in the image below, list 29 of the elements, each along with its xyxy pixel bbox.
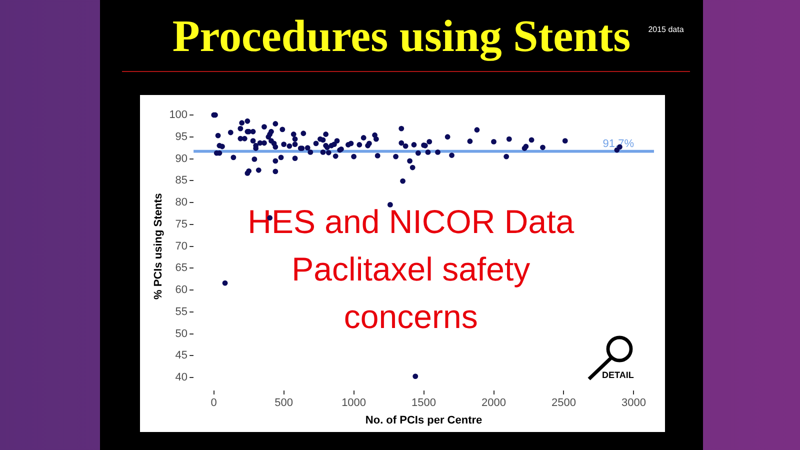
annotation: Paclitaxel safety <box>292 250 531 288</box>
x-tick-label: 1500 <box>412 397 436 410</box>
annotation: concerns <box>344 298 478 335</box>
y-tick-label: 50 <box>175 328 188 340</box>
annotation: HES and NICOR Data <box>248 203 575 240</box>
text: 2015 data <box>647 25 685 35</box>
y-tick-label: 85 <box>175 174 188 187</box>
chart-title: Procedures using Stents <box>172 11 631 61</box>
y-tick-label: 60 <box>175 284 188 296</box>
ref-line-label: 91.7% <box>602 138 634 150</box>
y-tick-label: 65 <box>175 262 188 274</box>
annotation: DETAIL <box>602 370 634 380</box>
y-axis-title: % PCIs using Stents <box>152 193 165 300</box>
x-tick-label: 0 <box>210 397 217 410</box>
x-tick-label: 1000 <box>342 397 366 410</box>
y-tick-label: 90 <box>175 152 188 165</box>
y-tick-label: 55 <box>175 306 188 318</box>
x-tick-label: 500 <box>274 397 294 410</box>
x-tick-label: 2500 <box>551 397 576 410</box>
x-axis-title: No. of PCIs per Centre <box>365 414 482 426</box>
x-tick-label: 2000 <box>482 397 506 410</box>
x-tick-label: 3000 <box>621 397 646 410</box>
y-tick-label: 100 <box>169 109 188 122</box>
y-tick-label: 80 <box>175 196 188 209</box>
y-tick-label: 45 <box>175 350 188 362</box>
y-tick-label: 75 <box>175 218 188 230</box>
y-tick-label: 40 <box>175 372 188 384</box>
y-tick-label: 95 <box>175 130 188 143</box>
y-tick-label: 70 <box>175 240 188 252</box>
